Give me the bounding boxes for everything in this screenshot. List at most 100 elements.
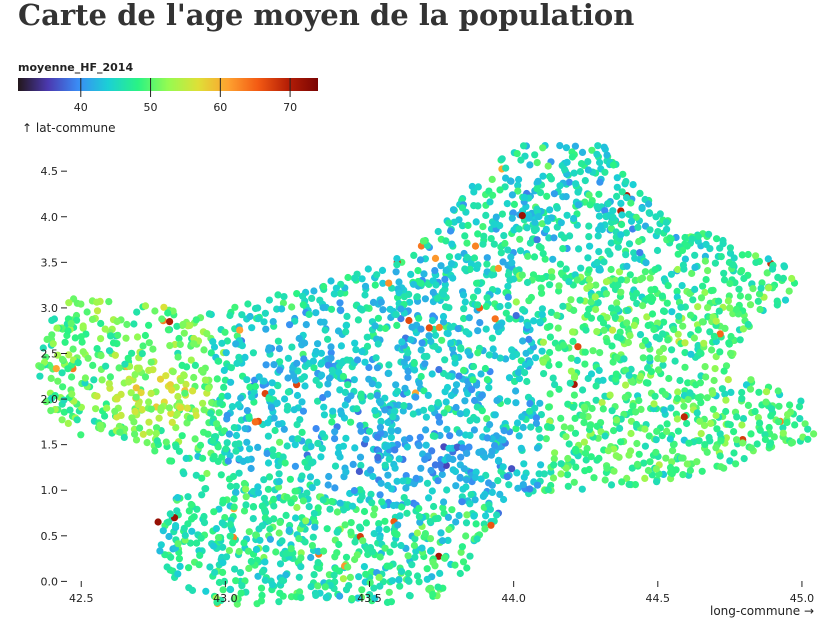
commune-point [436, 461, 444, 469]
commune-point [195, 561, 203, 569]
commune-point [672, 466, 680, 474]
commune-point [510, 200, 518, 208]
commune-point [278, 537, 286, 545]
commune-point [655, 348, 664, 356]
commune-point [345, 582, 353, 590]
commune-point [385, 279, 393, 287]
commune-point [383, 525, 391, 534]
commune-point [342, 434, 350, 442]
commune-point [265, 344, 273, 352]
commune-point [518, 212, 526, 220]
commune-point [557, 414, 565, 422]
commune-point [606, 391, 614, 399]
commune-point [404, 552, 412, 560]
commune-point [449, 206, 458, 214]
commune-point [156, 375, 165, 383]
commune-point [133, 333, 142, 341]
commune-point [248, 324, 256, 332]
commune-point [339, 372, 347, 381]
commune-point [273, 399, 281, 407]
commune-point [307, 583, 315, 591]
commune-point [446, 323, 454, 332]
commune-point [525, 214, 533, 222]
commune-point [264, 419, 272, 427]
commune-point [370, 584, 378, 592]
commune-point [47, 374, 55, 382]
commune-point [363, 333, 371, 341]
commune-point [722, 396, 730, 404]
commune-point [611, 313, 619, 321]
commune-point [362, 570, 370, 578]
commune-point [739, 415, 748, 423]
commune-point [68, 373, 76, 381]
commune-point [222, 349, 230, 357]
commune-point [613, 183, 621, 191]
commune-point [270, 361, 278, 369]
commune-point [696, 348, 704, 356]
commune-point [458, 498, 466, 506]
commune-point [561, 165, 569, 174]
commune-point [321, 326, 329, 334]
commune-point [415, 578, 423, 586]
commune-point [239, 457, 247, 465]
commune-point [727, 332, 735, 341]
commune-point [442, 237, 450, 245]
commune-point [705, 433, 713, 442]
commune-point [369, 298, 378, 306]
commune-point [472, 468, 480, 476]
commune-point [594, 203, 602, 212]
commune-point [167, 409, 175, 418]
commune-point [247, 464, 255, 473]
commune-point [200, 346, 208, 354]
commune-point [699, 282, 707, 290]
commune-point [666, 234, 674, 242]
commune-point [64, 419, 72, 427]
commune-point [356, 422, 364, 430]
commune-point [391, 529, 399, 537]
commune-point [456, 474, 464, 482]
commune-point [123, 320, 131, 329]
commune-point [336, 289, 344, 298]
commune-point [543, 192, 551, 200]
commune-point [535, 213, 543, 221]
commune-point [551, 449, 559, 457]
commune-point [579, 386, 587, 394]
commune-point [357, 427, 365, 435]
commune-point [546, 281, 554, 289]
commune-point [378, 266, 387, 274]
commune-point [389, 501, 398, 510]
commune-point [592, 382, 600, 390]
commune-point [717, 253, 725, 261]
commune-point [472, 520, 480, 528]
commune-point [631, 481, 640, 489]
commune-point [736, 336, 744, 344]
commune-point [606, 250, 614, 258]
commune-point [349, 502, 357, 510]
commune-point [443, 425, 451, 433]
commune-point [663, 420, 671, 428]
y-tick-label: 3.0 [41, 302, 59, 315]
commune-point [610, 467, 618, 475]
commune-point [602, 290, 611, 298]
commune-point [586, 282, 594, 290]
commune-point [478, 407, 486, 415]
commune-point [376, 423, 384, 431]
commune-point [276, 358, 284, 366]
commune-point [164, 518, 172, 526]
commune-point [413, 572, 422, 580]
commune-point [261, 576, 269, 584]
commune-point [650, 400, 658, 408]
commune-point [337, 342, 345, 350]
commune-point [394, 521, 402, 529]
commune-point [540, 370, 548, 378]
commune-point [58, 416, 66, 424]
commune-point [283, 406, 291, 414]
commune-point [576, 168, 585, 176]
commune-point [519, 306, 527, 314]
commune-point [351, 538, 359, 546]
commune-point [331, 564, 339, 573]
commune-point [232, 488, 240, 496]
commune-point [312, 425, 320, 433]
commune-point [535, 425, 543, 433]
commune-point [623, 262, 631, 270]
